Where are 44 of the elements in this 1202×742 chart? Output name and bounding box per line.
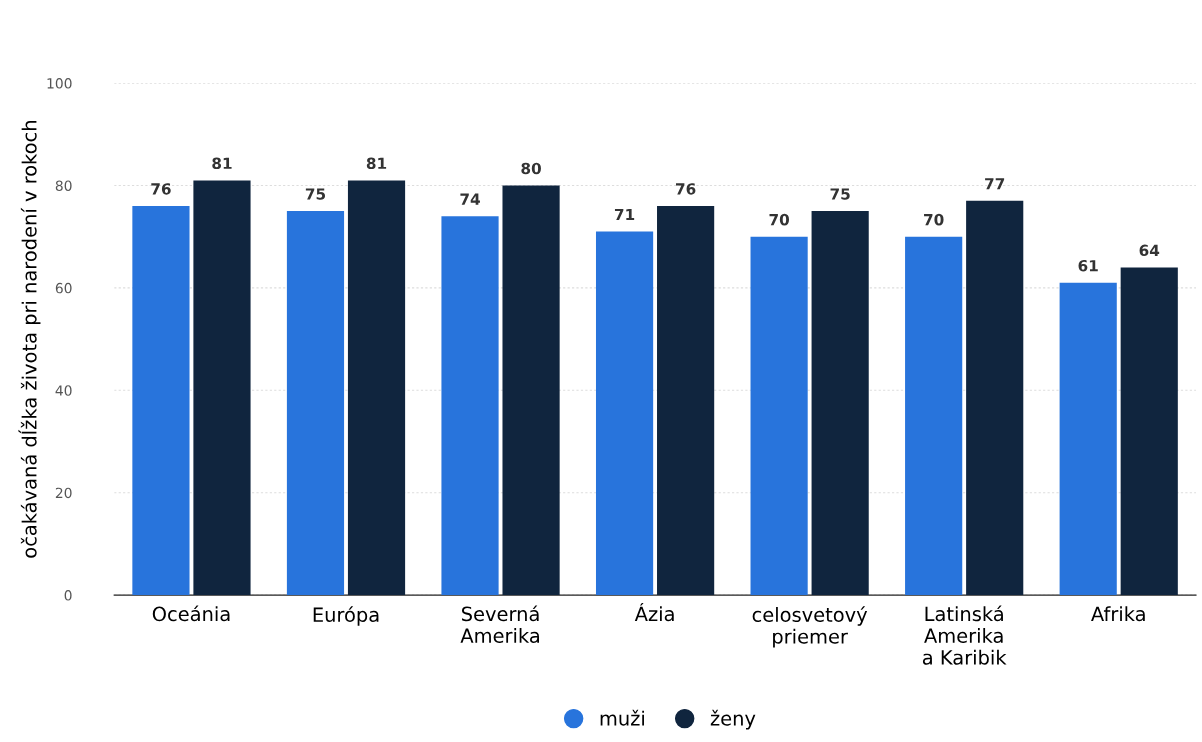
data-label: 74: [460, 193, 480, 205]
data-label: 71: [614, 208, 635, 221]
bar: [502, 185, 560, 596]
data-label: 80: [521, 162, 541, 175]
data-label: 70: [769, 213, 790, 226]
bar: [595, 231, 654, 596]
y-tick-label: 100: [47, 78, 72, 89]
data-label: 75: [830, 188, 850, 200]
legend-label: muži: [600, 709, 644, 726]
x-tick-label: Oceánia: [152, 605, 230, 622]
x-tick-label: Severná Amerika: [460, 605, 539, 644]
x-tick-label: Ázia: [634, 602, 674, 622]
data-label: 75: [305, 188, 326, 200]
bar: [286, 211, 345, 596]
data-label: 61: [1078, 259, 1098, 272]
bar: [1120, 267, 1178, 596]
data-label: 76: [151, 183, 171, 195]
data-label: 64: [1139, 244, 1160, 257]
data-label: 77: [985, 178, 1005, 190]
bar: [905, 236, 963, 596]
y-tick-label: 0: [64, 590, 72, 601]
data-label: 70: [924, 213, 944, 226]
y-tick-label: 80: [55, 180, 72, 191]
bar: [193, 180, 251, 596]
legend-label: ženy: [710, 709, 756, 730]
bar: [750, 236, 808, 596]
x-tick-label: Afrika: [1091, 606, 1145, 622]
bar: [966, 200, 1024, 596]
x-tick-label: Európa: [313, 606, 379, 626]
bar: [657, 205, 715, 596]
bar: [1059, 282, 1117, 596]
y-axis-title: očakávaná dĺžka života pri narodení v rokoch: [18, 121, 41, 558]
y-tick-label: 60: [55, 282, 72, 294]
data-label: 81: [366, 157, 387, 170]
bar: [811, 211, 869, 596]
bar: [441, 216, 499, 596]
x-tick-label: celosvetový priemer: [752, 606, 868, 648]
data-label: 81: [212, 157, 232, 170]
y-tick-label: 40: [55, 385, 72, 396]
bar: [132, 205, 190, 596]
bar: [347, 180, 406, 596]
data-label: 76: [676, 183, 696, 195]
y-tick-label: 20: [55, 487, 72, 499]
x-tick-label: Latinská Amerika a Karibik: [922, 605, 1007, 665]
